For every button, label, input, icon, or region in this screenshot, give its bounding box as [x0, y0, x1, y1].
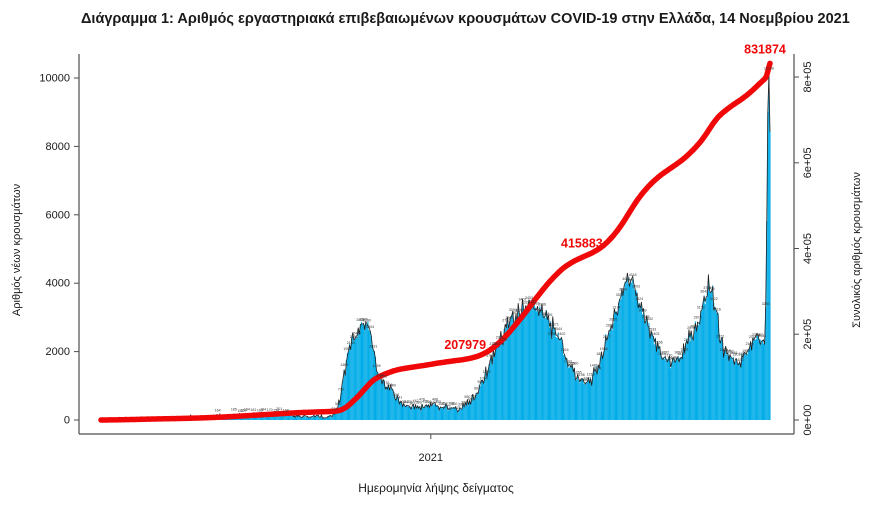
svg-text:2412: 2412 — [353, 332, 361, 336]
svg-text:Ημερομηνία λήψης δείγματος: Ημερομηνία λήψης δείγματος — [358, 481, 514, 495]
svg-text:181: 181 — [250, 408, 256, 412]
svg-text:3266: 3266 — [538, 302, 546, 306]
svg-text:210: 210 — [331, 407, 337, 411]
svg-text:1484: 1484 — [340, 363, 348, 367]
svg-text:3534: 3534 — [616, 293, 624, 297]
svg-text:2109: 2109 — [746, 342, 754, 346]
svg-text:831874: 831874 — [744, 42, 786, 56]
svg-text:3089: 3089 — [639, 308, 647, 312]
svg-text:4118: 4118 — [629, 273, 637, 277]
svg-text:3116: 3116 — [713, 307, 721, 311]
svg-text:6000: 6000 — [46, 209, 70, 221]
svg-text:2533: 2533 — [648, 327, 656, 331]
svg-text:10158: 10158 — [764, 67, 774, 71]
svg-text:3424: 3424 — [635, 297, 643, 301]
svg-text:2341: 2341 — [758, 334, 766, 338]
svg-text:2396: 2396 — [548, 332, 556, 336]
svg-text:392: 392 — [461, 401, 467, 405]
svg-text:1633: 1633 — [736, 358, 744, 362]
svg-text:3709: 3709 — [707, 287, 715, 291]
svg-text:1530: 1530 — [570, 362, 578, 366]
svg-text:2790: 2790 — [363, 319, 371, 323]
svg-text:899: 899 — [390, 383, 396, 387]
svg-text:185: 185 — [231, 408, 237, 412]
svg-text:2000: 2000 — [46, 346, 70, 358]
svg-text:2403: 2403 — [651, 332, 659, 336]
svg-text:998: 998 — [477, 380, 483, 384]
svg-text:1713: 1713 — [671, 355, 679, 359]
svg-text:1924: 1924 — [561, 348, 569, 352]
svg-text:3174: 3174 — [613, 305, 621, 309]
svg-text:2842: 2842 — [645, 317, 653, 321]
svg-text:3959: 3959 — [626, 279, 634, 283]
svg-text:2227: 2227 — [684, 338, 692, 342]
svg-text:228: 228 — [455, 406, 461, 410]
svg-text:194: 194 — [244, 407, 250, 411]
svg-text:2651: 2651 — [606, 323, 614, 327]
svg-text:2123: 2123 — [493, 341, 501, 345]
svg-text:2031: 2031 — [369, 345, 377, 349]
svg-text:2322: 2322 — [716, 335, 724, 339]
svg-text:4000: 4000 — [46, 278, 70, 290]
svg-text:2306: 2306 — [350, 335, 358, 339]
svg-text:184: 184 — [260, 408, 266, 412]
svg-text:6e+05: 6e+05 — [802, 147, 814, 178]
svg-text:3793: 3793 — [632, 284, 640, 288]
svg-text:0e+00: 0e+00 — [802, 405, 814, 436]
svg-text:170: 170 — [267, 408, 273, 412]
svg-text:164: 164 — [215, 408, 221, 412]
svg-text:387: 387 — [429, 401, 435, 405]
svg-text:2e+05: 2e+05 — [802, 319, 814, 350]
svg-text:1156: 1156 — [379, 375, 387, 379]
svg-text:2619: 2619 — [690, 324, 698, 328]
svg-text:2402: 2402 — [557, 332, 565, 336]
svg-text:Αριθμός νέων κρουσμάτων: Αριθμός νέων κρουσμάτων — [11, 183, 23, 316]
svg-text:1099: 1099 — [480, 376, 488, 380]
svg-text:2959: 2959 — [544, 313, 552, 317]
svg-text:3173: 3173 — [697, 306, 705, 310]
svg-text:774: 774 — [338, 388, 344, 392]
svg-text:2604: 2604 — [366, 325, 374, 329]
svg-text:1956: 1956 — [600, 347, 608, 351]
svg-text:1384: 1384 — [593, 367, 601, 371]
svg-text:0: 0 — [64, 415, 70, 427]
svg-text:3422: 3422 — [710, 297, 718, 301]
svg-text:Συνολικός αριθμός κρουσμάτων: Συνολικός αριθμός κρουσμάτων — [851, 172, 863, 328]
svg-text:2021: 2021 — [419, 452, 443, 464]
svg-text:2865: 2865 — [506, 316, 514, 320]
svg-text:1754: 1754 — [486, 354, 494, 358]
svg-text:567: 567 — [471, 395, 477, 399]
svg-text:4e+05: 4e+05 — [802, 233, 814, 264]
svg-text:3280: 3280 — [762, 302, 770, 306]
svg-text:2317: 2317 — [603, 335, 611, 339]
svg-text:207979: 207979 — [444, 338, 486, 352]
svg-text:804: 804 — [474, 387, 480, 391]
svg-text:3078: 3078 — [515, 309, 523, 313]
svg-text:1103: 1103 — [583, 376, 591, 380]
svg-text:8e+05: 8e+05 — [802, 62, 814, 93]
svg-text:1215: 1215 — [587, 372, 595, 376]
svg-text:1953: 1953 — [343, 347, 351, 351]
svg-text:10000: 10000 — [39, 73, 70, 85]
svg-text:8000: 8000 — [46, 141, 70, 153]
svg-text:201: 201 — [276, 407, 282, 411]
svg-text:1904: 1904 — [742, 349, 750, 353]
svg-text:168: 168 — [283, 408, 289, 412]
svg-text:1459: 1459 — [373, 364, 381, 368]
svg-text:1817: 1817 — [677, 352, 685, 356]
svg-text:2873: 2873 — [694, 316, 702, 320]
svg-text:415883: 415883 — [561, 236, 603, 250]
svg-text:541: 541 — [396, 396, 402, 400]
svg-text:348: 348 — [335, 402, 341, 406]
svg-text:2156: 2156 — [655, 340, 663, 344]
svg-text:2544: 2544 — [554, 327, 562, 331]
svg-text:1817: 1817 — [596, 352, 604, 356]
svg-text:3704: 3704 — [619, 287, 627, 291]
svg-text:2236: 2236 — [499, 338, 507, 342]
svg-text:1292: 1292 — [483, 370, 491, 374]
svg-text:2826: 2826 — [609, 317, 617, 321]
svg-text:1951: 1951 — [681, 347, 689, 351]
svg-text:2134: 2134 — [347, 341, 355, 345]
